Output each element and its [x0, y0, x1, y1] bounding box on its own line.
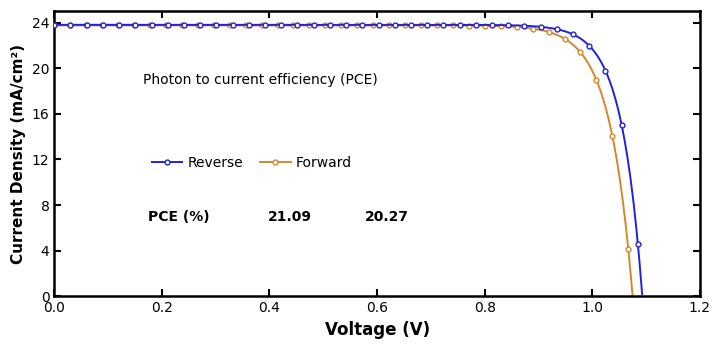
Reverse	[121, 23, 129, 27]
Forward	[238, 23, 247, 28]
Text: Photon to current efficiency (PCE): Photon to current efficiency (PCE)	[144, 72, 378, 86]
Text: 20.27: 20.27	[365, 210, 409, 224]
Forward	[279, 23, 287, 28]
Legend: Reverse, Forward: Reverse, Forward	[152, 156, 352, 170]
Text: 21.09: 21.09	[268, 210, 312, 224]
Reverse	[283, 23, 292, 27]
Reverse	[420, 23, 429, 27]
Text: PCE (%): PCE (%)	[148, 210, 209, 224]
X-axis label: Voltage (V): Voltage (V)	[324, 321, 430, 339]
Forward	[414, 23, 422, 28]
Y-axis label: Current Density (mA/cm²): Current Density (mA/cm²)	[11, 44, 26, 264]
Line: Forward: Forward	[52, 23, 635, 299]
Forward	[470, 23, 479, 28]
Reverse	[242, 23, 251, 27]
Reverse	[638, 294, 647, 299]
Reverse	[474, 23, 483, 27]
Forward	[50, 23, 58, 28]
Forward	[120, 23, 129, 28]
Forward	[628, 294, 637, 299]
Forward	[467, 23, 476, 28]
Line: Reverse: Reverse	[52, 22, 645, 299]
Reverse	[477, 23, 486, 27]
Reverse	[50, 23, 58, 27]
